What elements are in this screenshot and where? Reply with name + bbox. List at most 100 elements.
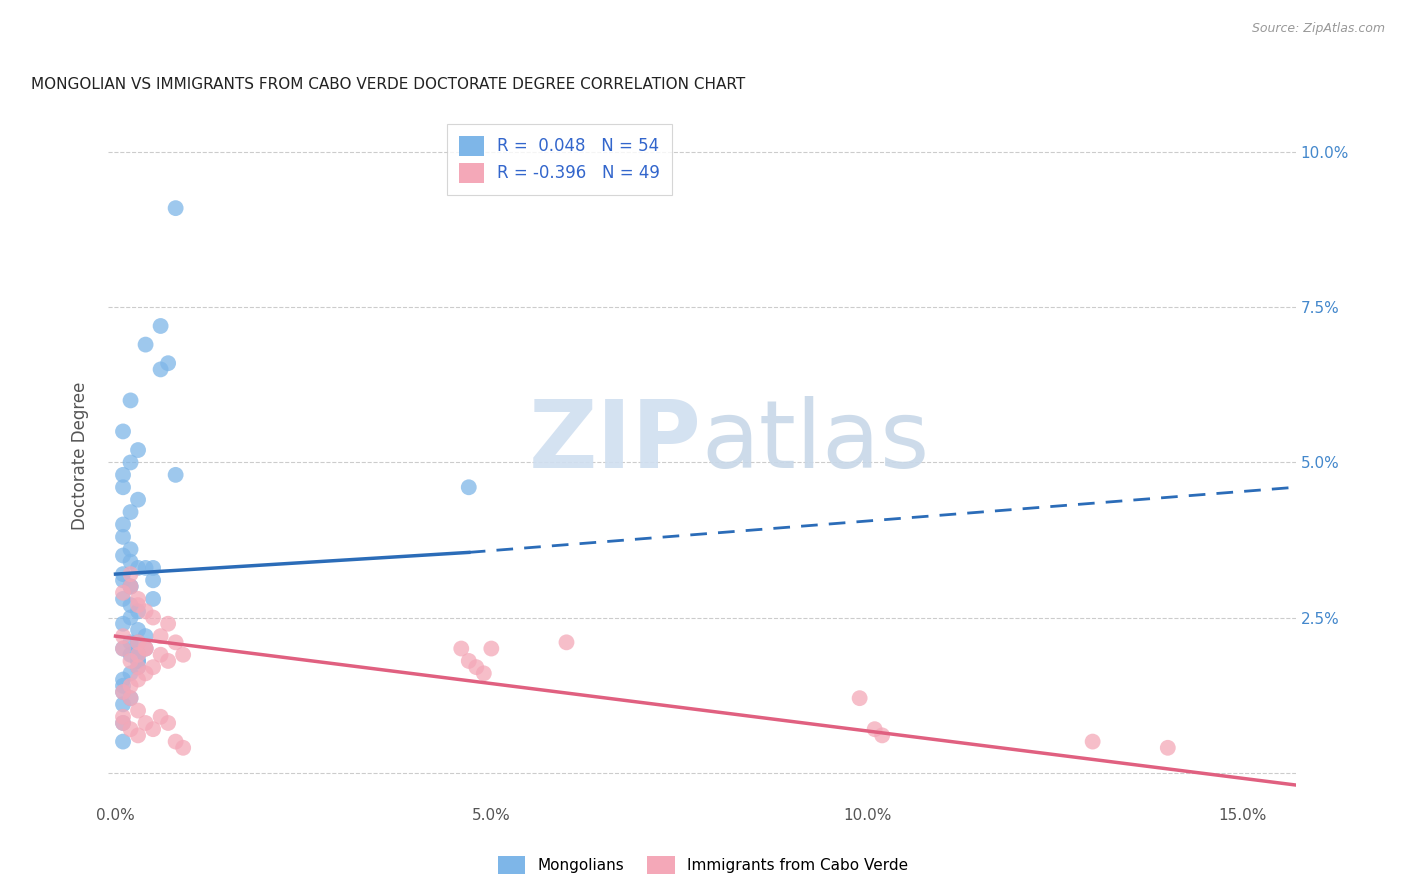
Point — [157, 654, 180, 668]
Point — [127, 648, 149, 662]
Point — [111, 685, 134, 699]
Point — [149, 318, 172, 333]
Point — [127, 648, 149, 662]
Point — [450, 641, 472, 656]
Text: MONGOLIAN VS IMMIGRANTS FROM CABO VERDE DOCTORATE DEGREE CORRELATION CHART: MONGOLIAN VS IMMIGRANTS FROM CABO VERDE … — [31, 78, 745, 93]
Point — [111, 585, 134, 599]
Point — [149, 710, 172, 724]
Point — [111, 616, 134, 631]
Point — [165, 635, 187, 649]
Point — [1157, 740, 1180, 755]
Point — [120, 580, 142, 594]
Point — [135, 641, 157, 656]
Point — [120, 505, 142, 519]
Point — [120, 393, 142, 408]
Legend: Mongolians, Immigrants from Cabo Verde: Mongolians, Immigrants from Cabo Verde — [492, 850, 914, 880]
Point — [111, 480, 134, 494]
Point — [142, 722, 165, 736]
Point — [479, 641, 502, 656]
Point — [111, 716, 134, 731]
Point — [127, 648, 149, 662]
Point — [135, 716, 157, 731]
Text: atlas: atlas — [702, 396, 929, 488]
Point — [870, 728, 893, 742]
Point — [135, 561, 157, 575]
Point — [120, 455, 142, 469]
Point — [1081, 734, 1104, 748]
Point — [135, 629, 157, 643]
Point — [111, 591, 134, 606]
Point — [111, 641, 134, 656]
Legend: R =  0.048   N = 54, R = -0.396   N = 49: R = 0.048 N = 54, R = -0.396 N = 49 — [447, 124, 672, 194]
Point — [127, 654, 149, 668]
Point — [135, 641, 157, 656]
Point — [127, 660, 149, 674]
Point — [142, 660, 165, 674]
Point — [120, 555, 142, 569]
Point — [120, 542, 142, 557]
Point — [120, 722, 142, 736]
Point — [142, 574, 165, 588]
Point — [127, 635, 149, 649]
Point — [149, 629, 172, 643]
Point — [111, 710, 134, 724]
Point — [142, 610, 165, 624]
Point — [135, 641, 157, 656]
Point — [111, 517, 134, 532]
Point — [157, 716, 180, 731]
Point — [127, 660, 149, 674]
Point — [127, 598, 149, 612]
Point — [111, 549, 134, 563]
Point — [120, 598, 142, 612]
Point — [127, 604, 149, 618]
Point — [127, 443, 149, 458]
Point — [457, 654, 479, 668]
Point — [120, 654, 142, 668]
Point — [165, 734, 187, 748]
Point — [127, 561, 149, 575]
Point — [120, 679, 142, 693]
Point — [111, 685, 134, 699]
Point — [111, 698, 134, 712]
Point — [472, 666, 495, 681]
Point — [863, 722, 886, 736]
Point — [127, 654, 149, 668]
Point — [135, 604, 157, 618]
Point — [127, 704, 149, 718]
Point — [111, 679, 134, 693]
Point — [135, 337, 157, 351]
Point — [142, 561, 165, 575]
Point — [111, 734, 134, 748]
Point — [111, 673, 134, 687]
Y-axis label: Doctorate Degree: Doctorate Degree — [72, 382, 89, 531]
Point — [120, 580, 142, 594]
Point — [120, 648, 142, 662]
Point — [111, 425, 134, 439]
Point — [120, 580, 142, 594]
Point — [157, 356, 180, 370]
Point — [120, 691, 142, 706]
Point — [120, 691, 142, 706]
Point — [465, 660, 488, 674]
Point — [127, 623, 149, 637]
Point — [142, 591, 165, 606]
Point — [120, 635, 142, 649]
Point — [127, 591, 149, 606]
Point — [120, 666, 142, 681]
Point — [848, 691, 870, 706]
Point — [111, 530, 134, 544]
Text: ZIP: ZIP — [529, 396, 702, 488]
Point — [111, 567, 134, 582]
Text: Source: ZipAtlas.com: Source: ZipAtlas.com — [1251, 22, 1385, 36]
Point — [127, 673, 149, 687]
Point — [457, 480, 479, 494]
Point — [157, 616, 180, 631]
Point — [111, 467, 134, 482]
Point — [165, 201, 187, 215]
Point — [120, 567, 142, 582]
Point — [120, 610, 142, 624]
Point — [172, 740, 194, 755]
Point — [172, 648, 194, 662]
Point — [127, 728, 149, 742]
Point — [165, 467, 187, 482]
